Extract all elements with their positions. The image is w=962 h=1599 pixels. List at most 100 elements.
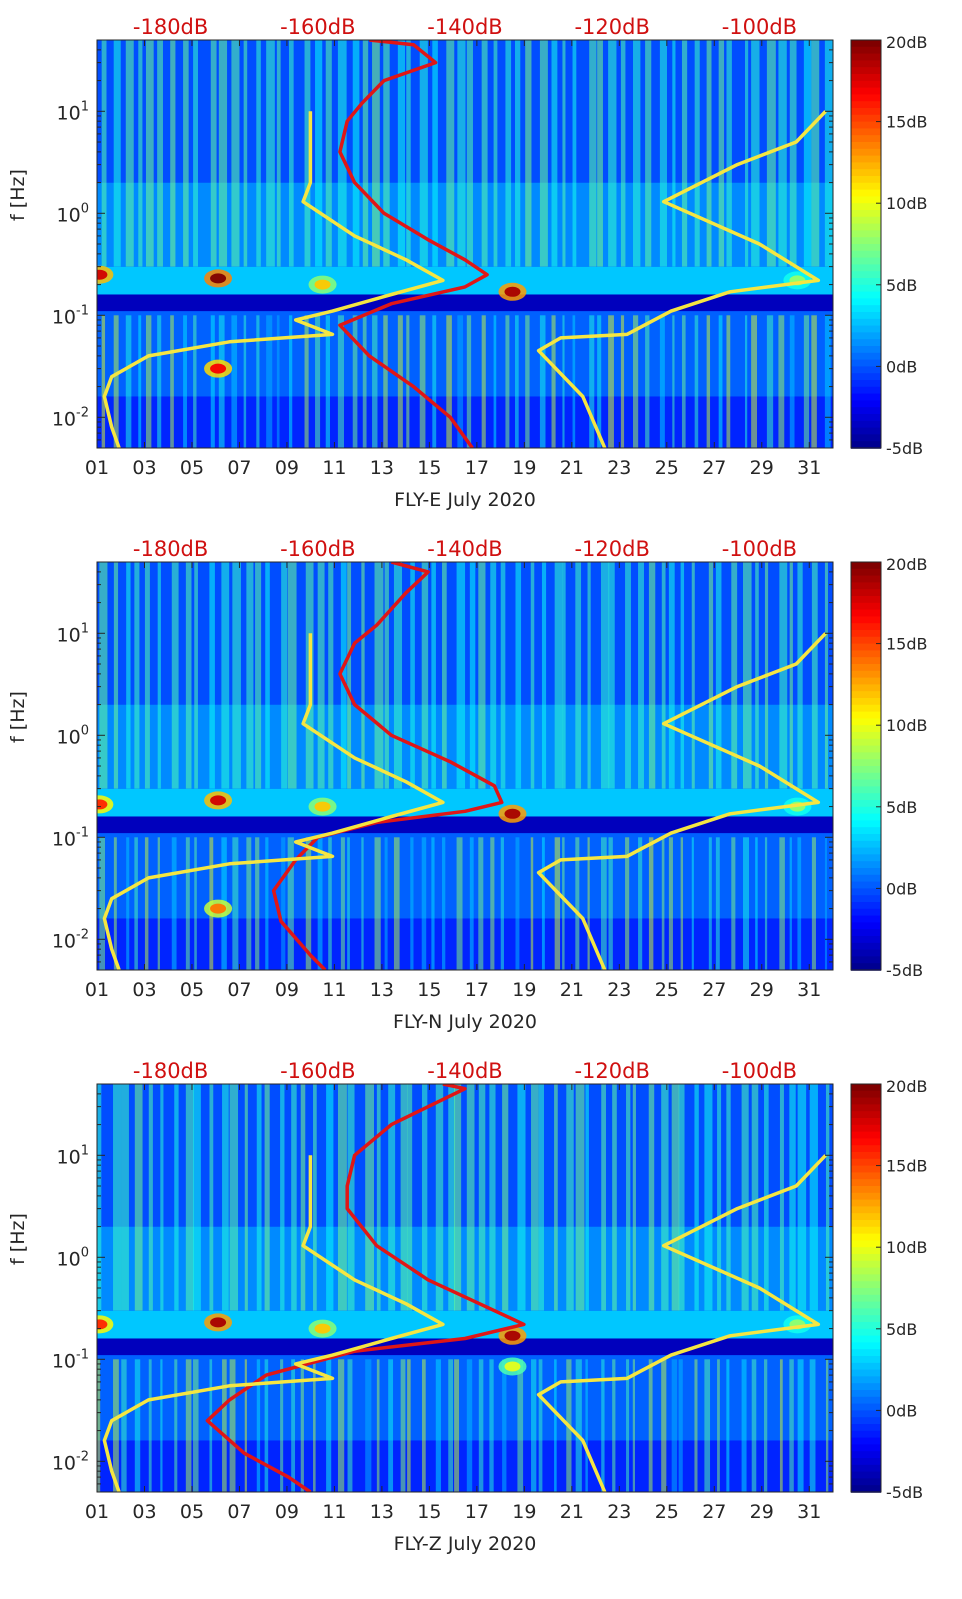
x-tick-label: 27 [702,1501,726,1523]
spectrogram-streak [442,837,446,970]
spectrogram-streak [779,1359,783,1492]
spectrogram-streak [174,1084,179,1311]
colorbar-segment [851,1464,881,1473]
spectrogram-streak [691,562,695,789]
spectrogram-streak [144,562,150,789]
spectrogram-streak [741,1084,749,1311]
spectrogram-streak [265,837,269,970]
plot-area [97,40,833,448]
x-tick-label: 31 [797,457,821,479]
colorbar-segment [851,589,881,597]
spectrogram-streak [531,1359,537,1492]
x-axis-label: FLY-E July 2020 [394,489,536,511]
x-tick-label: 01 [85,979,109,1001]
x-tick-label: 29 [750,457,774,479]
colorbar-segment [851,847,881,856]
colorbar-segment [851,1471,881,1480]
top-axis-db-label: -160dB [280,537,355,561]
colorbar-segment [851,237,881,245]
colorbar: 20dB 15dB 10dB 5dB 0dB -5dB [850,33,928,458]
colorbar-segment [851,40,881,48]
y-tick-label: 10-2 [52,405,89,430]
colorbar-frame [850,561,882,971]
spectrogram-streak [347,1084,355,1311]
colorbar-segment [851,772,881,781]
x-tick-label: 25 [655,979,679,1001]
colorbar-segment [851,936,881,944]
y-tick-label: 10-2 [52,927,89,952]
x-tick-label: 07 [227,1501,251,1523]
x-tick-label: 21 [560,457,584,479]
spectrogram-streak [393,562,403,789]
x-tick-label: 19 [512,1501,536,1523]
colorbar-segment [851,264,881,272]
y-tick-label: 10-1 [52,825,89,850]
spectrogram-streak [680,837,684,970]
spectrogram-streak [397,40,406,267]
colorbar-segment [851,434,881,442]
spectrogram-streak [134,837,138,970]
spectrogram-streak [466,1084,475,1311]
spectrogram-streak [515,315,519,448]
colorbar-segment [851,1172,881,1180]
spectrogram-streak [421,562,429,789]
colorbar-segment [851,732,881,740]
spectrogram-streak [435,1359,441,1492]
spectrogram-streak [171,837,177,970]
colorbar-segment [851,1233,881,1242]
spectrogram-streak [778,315,785,448]
x-tick-label: 05 [180,979,204,1001]
colorbar-frame [850,1083,882,1493]
spectrogram-streak [541,837,545,970]
spectrogram-streak [562,315,565,448]
spectrogram-streak [113,1084,122,1311]
spectrogram-streak [566,1084,574,1311]
colorbar-segment [851,441,881,449]
colorbar-segment [851,793,881,801]
colorbar-segment [851,630,881,638]
spectrogram-streak [493,315,497,448]
spectrogram-hotspot [504,1330,521,1341]
colorbar-segment [851,53,881,62]
spectrogram-streak [744,315,748,448]
colorbar-segment [851,1451,881,1459]
spectrogram-streak [326,1359,332,1492]
x-tick-label: 31 [797,1501,821,1523]
colorbar-segment [851,1240,881,1248]
spectrogram-streak [489,1359,494,1492]
spectrogram-streak [659,315,665,448]
colorbar-segment [851,196,881,204]
spectrogram-hotspot [504,286,521,297]
spectrogram-streak [352,315,358,448]
spectrogram-streak [148,1084,153,1311]
spectrogram-hotspot [504,808,521,819]
spectrogram-streak [517,1084,526,1311]
spectrogram-streak [502,1359,507,1492]
spectrogram-streak [337,315,345,448]
x-tick-label: 03 [132,457,156,479]
colorbar-tick-label: 15dB [886,113,928,132]
colorbar-segment [851,257,881,266]
colorbar-segment [851,684,881,692]
spectrogram-streak [372,315,378,448]
x-tick-label: 03 [132,1501,156,1523]
colorbar: 20dB 15dB 10dB 5dB 0dB -5dB [850,555,928,980]
spectrogram-streak [157,40,163,267]
spectrogram-streak [454,1359,460,1492]
spectrogram-streak [811,40,820,267]
spectrogram-streak [600,837,607,970]
spectrogram-streak [612,1359,616,1492]
spectrogram-streak [97,1084,102,1311]
x-tick-label: 11 [322,457,346,479]
y-tick-label: 100 [57,201,89,226]
spectrogram-streak [222,1359,227,1492]
y-tick-label: 10-1 [52,1347,89,1372]
spectrogram-streak [715,562,722,789]
spectrogram-streak [337,1084,347,1311]
spectrogram-streak [726,315,731,448]
spectrogram-streak [448,1359,454,1492]
colorbar-segment [851,915,881,924]
colorbar-segment [851,820,881,828]
spectrogram-streak [825,1359,829,1492]
